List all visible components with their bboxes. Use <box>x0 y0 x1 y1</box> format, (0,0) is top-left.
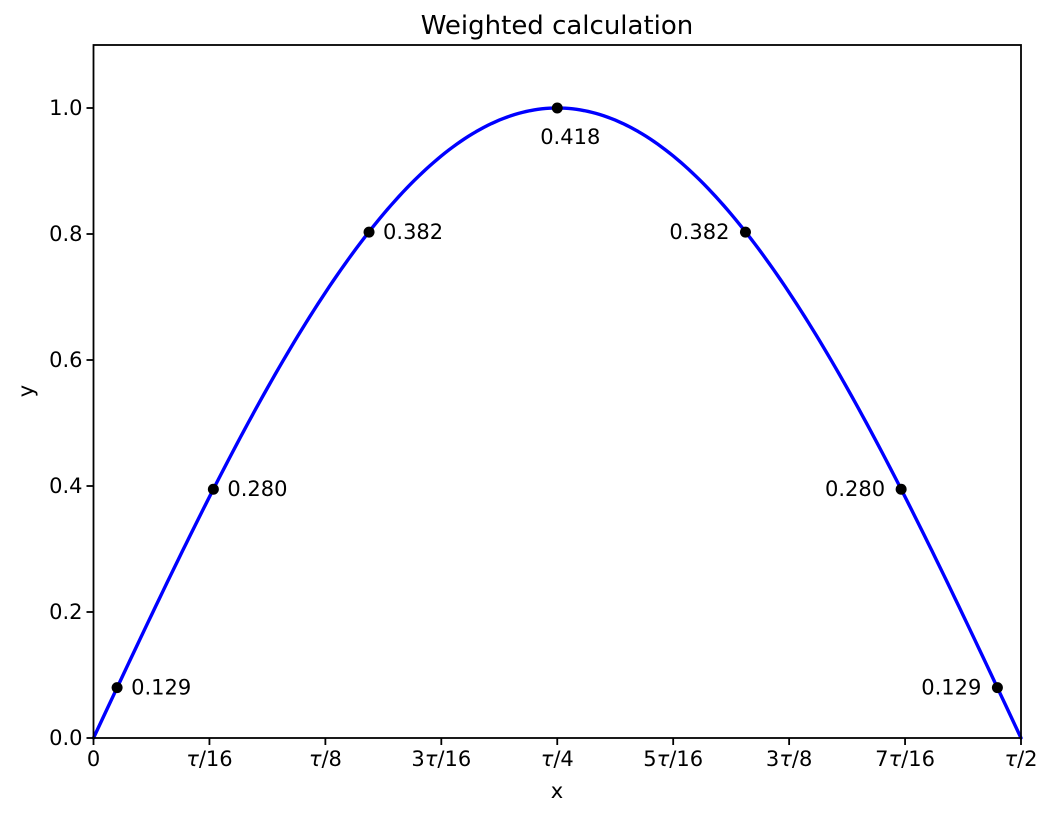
x-tick-label: 5τ/16 <box>643 747 703 771</box>
axes-frame <box>92 44 1022 739</box>
data-point <box>111 682 123 694</box>
x-tick-label: 3τ/16 <box>411 747 471 771</box>
y-tick-label: 0.4 <box>49 474 82 498</box>
data-point <box>895 483 907 495</box>
data-point-label: 0.382 <box>669 220 729 244</box>
x-tick-label: 7τ/16 <box>875 747 935 771</box>
x-tick-label: 3τ/8 <box>766 747 812 771</box>
y-tick-label: 0.0 <box>49 726 82 750</box>
y-axis-label: y <box>14 384 38 398</box>
data-point-label: 0.280 <box>227 477 287 501</box>
x-tick-label: τ/4 <box>541 747 574 771</box>
data-point <box>207 483 219 495</box>
data-point <box>739 226 751 238</box>
y-tick-label: 1.0 <box>49 96 82 120</box>
y-tick-label: 0.8 <box>49 222 82 246</box>
x-axis-label: x <box>550 779 564 803</box>
chart-title: Weighted calculation <box>420 11 694 41</box>
data-point <box>551 102 563 114</box>
y-tick-label: 0.2 <box>49 600 82 624</box>
data-point <box>991 682 1003 694</box>
data-point-label: 0.418 <box>540 125 600 149</box>
x-tick-label: τ/8 <box>309 747 342 771</box>
data-point-label: 0.382 <box>383 220 443 244</box>
data-point-label: 0.129 <box>921 676 981 700</box>
data-point-label: 0.280 <box>825 477 885 501</box>
data-point-label: 0.129 <box>131 676 191 700</box>
y-tick-label: 0.6 <box>49 348 82 372</box>
x-tick-label: τ/16 <box>186 747 232 771</box>
x-tick-label: 0 <box>87 747 100 771</box>
x-tick-label: τ/2 <box>1004 747 1037 771</box>
sine-curve <box>91 106 1023 740</box>
data-point <box>363 226 375 238</box>
